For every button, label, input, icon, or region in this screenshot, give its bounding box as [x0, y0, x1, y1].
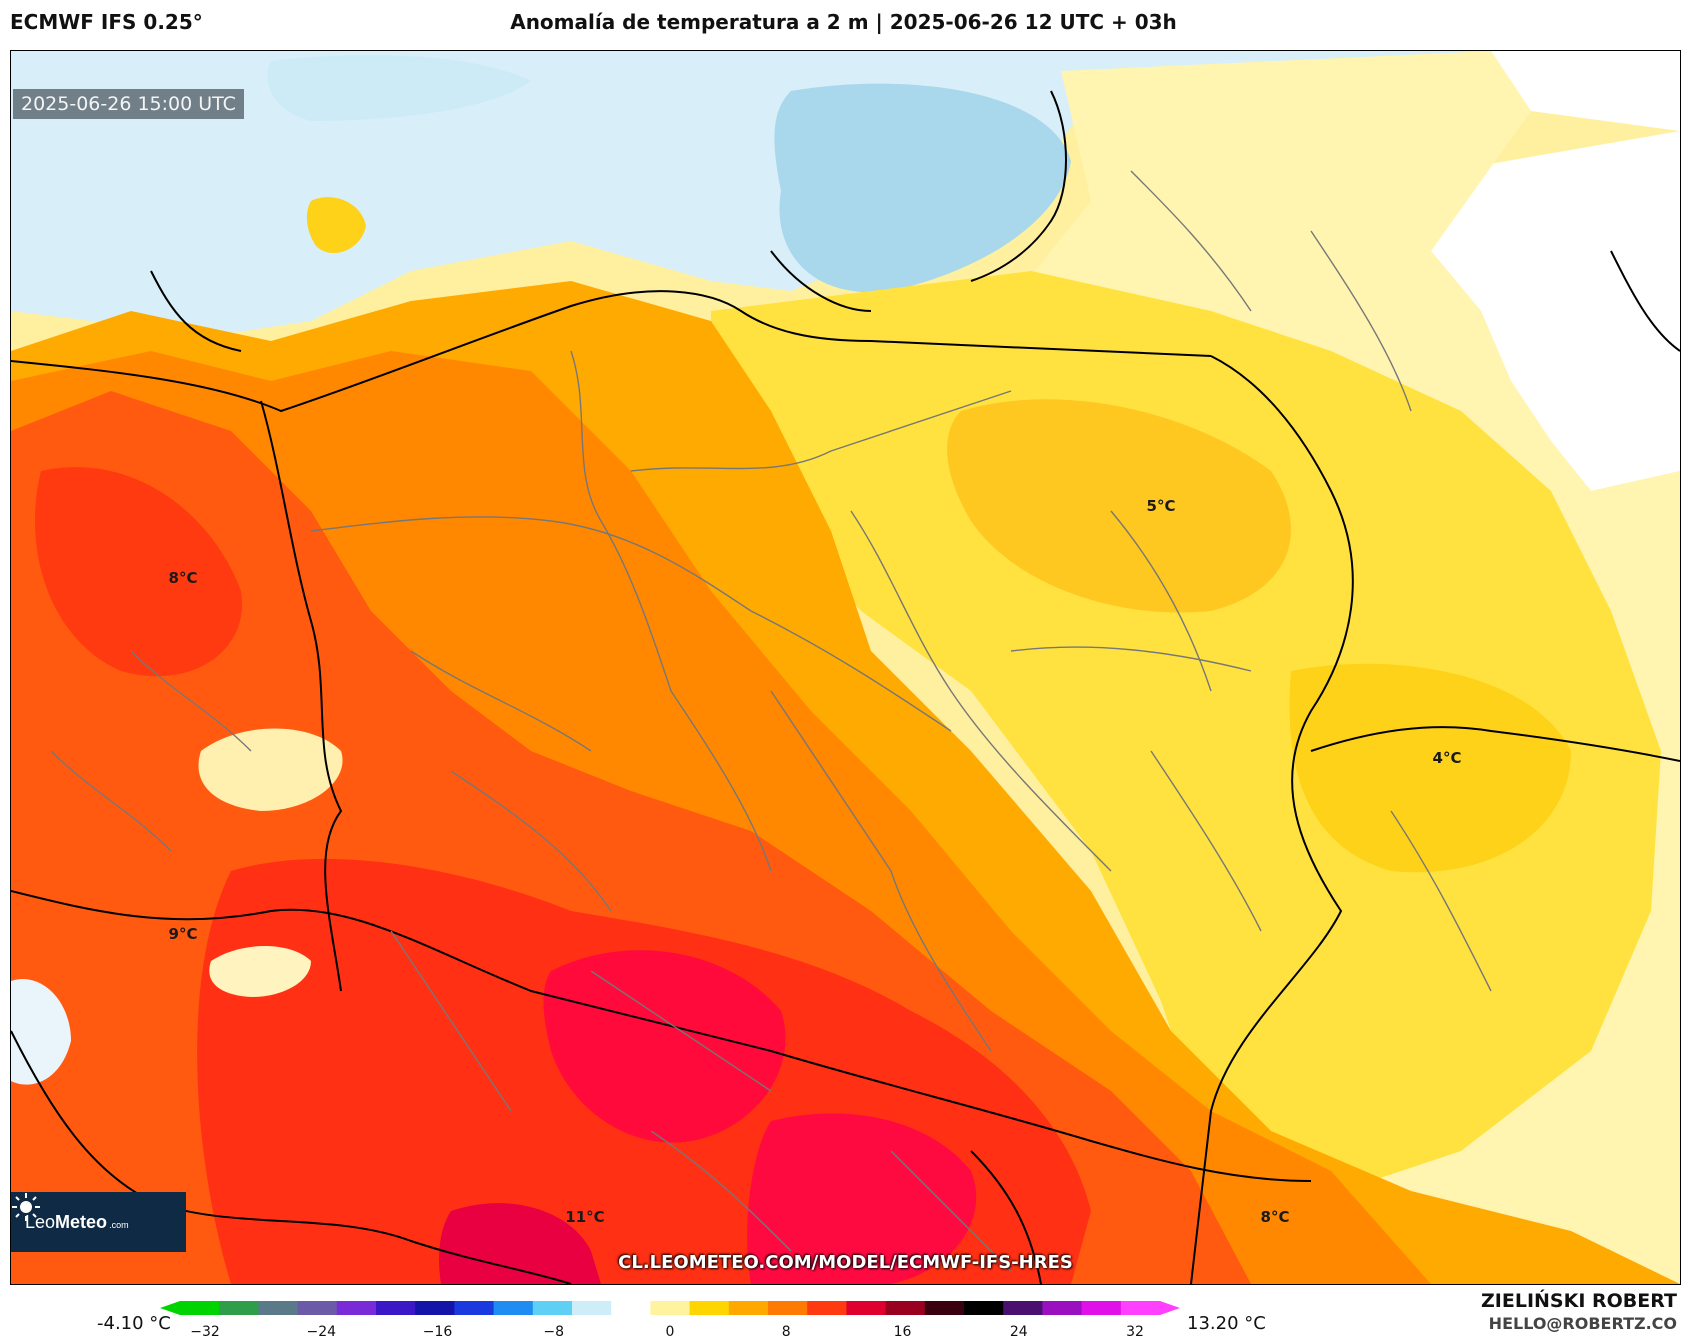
anomaly-map: 2025-06-26 15:00 UTC 5°C 8°C 4°C 9°C 11°…	[10, 50, 1681, 1285]
anomaly-label-east: 4°C	[1432, 749, 1462, 767]
colorbar-cell	[493, 1301, 534, 1315]
colorbar-cell	[964, 1301, 1004, 1315]
valid-time-badge: 2025-06-26 15:00 UTC	[13, 89, 244, 119]
colorbar-tick-label: 32	[1126, 1324, 1144, 1340]
logo-wordmark: LeoMeteo .com	[25, 1211, 129, 1232]
colorbar-cell	[924, 1301, 965, 1315]
colorbar-cell	[611, 1301, 651, 1315]
colorbar-cell	[1081, 1301, 1122, 1315]
sun-icon	[12, 1193, 40, 1221]
colorbar-tick-label: 0	[665, 1324, 675, 1340]
anomaly-label-south: 11°C	[565, 1208, 605, 1226]
leometeo-logo: LeoMeteo .com	[11, 1192, 186, 1252]
anomaly-label-northeast: 5°C	[1146, 497, 1176, 515]
anomaly-label-southeast: 8°C	[1260, 1208, 1290, 1226]
map-canvas	[11, 51, 1680, 1284]
colorbar-tick-label: 16	[893, 1324, 912, 1340]
colorbar-tick-label: −32	[190, 1324, 220, 1340]
colorbar-cell	[885, 1301, 926, 1315]
colorbar-cell	[1042, 1301, 1083, 1315]
colorbar-cell	[650, 1301, 691, 1315]
colorbar-tick-label: 24	[1009, 1324, 1028, 1340]
colorbar-cell	[258, 1301, 299, 1315]
colorbar-tick-label: −24	[306, 1324, 337, 1340]
colorbar-max-arrow	[1160, 1301, 1180, 1315]
colorbar-cell	[219, 1301, 259, 1315]
colorbar-cell	[768, 1301, 808, 1315]
anomaly-label-west: 9°C	[168, 925, 198, 943]
model-title: ECMWF IFS 0.25°	[10, 10, 203, 34]
colorbar-cell	[807, 1301, 847, 1315]
colorbar	[160, 1301, 1180, 1315]
colorbar-cell	[572, 1301, 612, 1315]
colorbar-cell	[297, 1301, 338, 1315]
colorbar-cell	[689, 1301, 730, 1315]
colorbar-cell	[180, 1301, 220, 1315]
anomaly-label-northwest: 8°C	[168, 569, 198, 587]
colorbar-tick-label: 8	[781, 1324, 791, 1340]
author-email: HELLO@ROBERTZ.CO	[1488, 1314, 1677, 1333]
colorbar-tick-label: −8	[543, 1324, 565, 1340]
author-name: ZIELIŃSKI ROBERT	[1481, 1290, 1677, 1312]
colorbar-cell	[454, 1301, 495, 1315]
colorbar-min-value: -4.10 °C	[97, 1313, 171, 1334]
colorbar-min-arrow	[160, 1301, 180, 1315]
colorbar-cell	[336, 1301, 377, 1315]
colorbar-cell	[728, 1301, 769, 1315]
colorbar-cell	[532, 1301, 573, 1315]
colorbar-cell	[376, 1301, 416, 1315]
map-title: Anomalía de temperatura a 2 m | 2025-06-…	[510, 10, 1177, 34]
colorbar-max-value: 13.20 °C	[1187, 1313, 1266, 1334]
colorbar-cell	[415, 1301, 455, 1315]
colorbar-cell	[846, 1301, 887, 1315]
source-url: CL.LEOMETEO.COM/MODEL/ECMWF-IFS-HRES	[618, 1252, 1073, 1273]
colorbar-cell	[1003, 1301, 1043, 1315]
colorbar-tick-label: −16	[422, 1324, 453, 1340]
colorbar-cell	[1120, 1301, 1161, 1315]
